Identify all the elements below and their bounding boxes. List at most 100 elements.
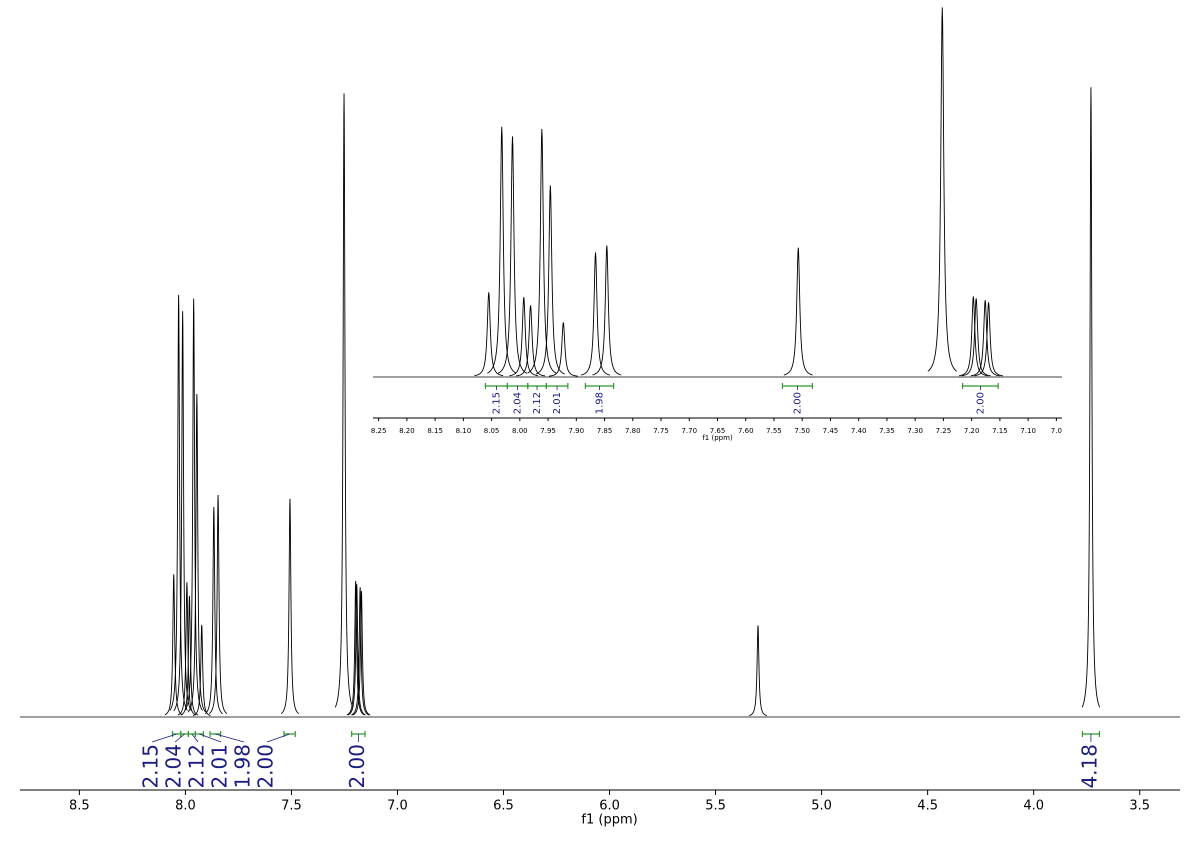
integral-bracket	[194, 731, 205, 737]
x-tick-label: 4.5	[917, 799, 938, 814]
peak	[352, 591, 371, 716]
peak	[487, 126, 517, 374]
integral-bracket	[209, 731, 222, 737]
integral-label: 1.98	[594, 392, 605, 414]
peak	[927, 7, 957, 372]
integral-connector	[215, 733, 245, 743]
peak	[958, 296, 988, 377]
peak	[783, 247, 813, 376]
integral-label: 1.98	[231, 744, 255, 789]
x-tick-label: 7.80	[625, 427, 641, 435]
x-tick-label: 7.95	[540, 427, 556, 435]
peak	[177, 582, 196, 716]
integral-connector	[174, 733, 185, 743]
peak	[173, 311, 192, 712]
integral-bracket	[187, 731, 196, 737]
x-tick-label: 8.0	[175, 799, 196, 814]
peak	[516, 305, 546, 377]
x-tick-label: 8.00	[512, 427, 528, 435]
peak	[749, 625, 767, 717]
x-tick-label: 8.5	[69, 799, 90, 814]
x-tick-label: 7.35	[879, 427, 895, 435]
x-tick-label: 7.20	[964, 427, 980, 435]
x-tick-label: 8.15	[427, 427, 443, 435]
peak	[187, 394, 206, 713]
integral-label: 2.12	[532, 392, 543, 414]
integral-connector	[199, 733, 222, 743]
x-tick-label: 7.65	[710, 427, 726, 435]
x-tick-label: 7.70	[681, 427, 697, 435]
x-tick-label: 4.0	[1023, 799, 1044, 814]
inset-chart: 8.25 8.20 8.15 8.10 8.05 8.00 7.95 7.90 7.85 7.80…	[371, 0, 1062, 444]
peak	[474, 292, 504, 377]
peak	[204, 506, 223, 715]
peak	[535, 185, 565, 375]
integral-label: 2.12	[185, 744, 209, 789]
peak	[1081, 87, 1101, 708]
peak	[280, 498, 300, 714]
x-tick-label: 7.75	[653, 427, 669, 435]
x-tick-label: 6.0	[599, 799, 620, 814]
x-tick-label: 7.55	[766, 427, 782, 435]
peak	[592, 245, 622, 376]
peak	[164, 574, 183, 716]
peak	[184, 298, 203, 711]
integral-label: 4.18	[1077, 744, 1101, 789]
peak	[527, 128, 557, 374]
x-tick-label: 3.5	[1129, 799, 1150, 814]
x-tick-label: 7.60	[738, 427, 754, 435]
x-tick-label: 7.15	[992, 427, 1008, 435]
x-tick-label: 7.50	[794, 427, 810, 435]
x-tick-label: 7.45	[823, 427, 839, 435]
peak	[961, 298, 991, 377]
main-chart: 8.5 8.0 7.5 7.0 6.5 6.0 5.5 5.0 4.5 4.0 3.5 f1 (ppm…	[20, 87, 1180, 828]
peak	[974, 302, 1004, 377]
x-tick-label: 7.90	[569, 427, 585, 435]
integral-label: 2.15	[139, 744, 163, 789]
x-tick-label: 5.5	[705, 799, 726, 814]
x-axis-label: f1 (ppm)	[702, 434, 733, 442]
integral-label: 2.04	[162, 744, 186, 789]
peak	[347, 584, 366, 716]
x-tick-label: 8.05	[484, 427, 500, 435]
peak	[351, 587, 370, 716]
integral-label: 2.00	[254, 744, 278, 789]
peak	[192, 624, 211, 717]
peak	[180, 596, 199, 716]
x-tick-label: 7.25	[936, 427, 952, 435]
integral-label: 2.00	[975, 392, 986, 414]
x-tick-label: 7.0	[1051, 427, 1062, 435]
peak	[208, 495, 228, 714]
x-tick-label: 7.40	[851, 427, 867, 435]
x-tick-label: 7.85	[597, 427, 613, 435]
peak	[970, 300, 1000, 377]
x-tick-label: 8.25	[371, 427, 387, 435]
x-tick-label: 7.0	[387, 799, 408, 814]
integral-connector	[266, 733, 290, 743]
peak	[334, 93, 354, 708]
x-tick-label: 5.0	[811, 799, 832, 814]
peak	[581, 252, 611, 376]
peak	[169, 294, 188, 711]
x-tick-label: 8.20	[399, 427, 415, 435]
x-tick-label: 7.30	[907, 427, 923, 435]
x-tick-label: 7.10	[1020, 427, 1036, 435]
x-tick-label: 6.5	[493, 799, 514, 814]
integral-label: 2.04	[513, 392, 524, 414]
integral-label: 2.00	[345, 744, 369, 789]
inset-background	[373, 0, 1062, 444]
integral-label: 2.15	[491, 392, 502, 414]
integral-label: 2.01	[208, 744, 232, 789]
peak	[346, 581, 365, 716]
integral-label: 2.01	[552, 392, 563, 414]
integral-label: 2.00	[792, 392, 803, 414]
x-tick-label: 7.5	[281, 799, 302, 814]
x-axis-label: f1 (ppm)	[581, 813, 637, 828]
peak	[509, 297, 539, 377]
peak	[548, 322, 578, 377]
peak	[497, 136, 528, 374]
integral-connector	[191, 733, 199, 743]
x-tick-label: 8.10	[456, 427, 472, 435]
integral-connector	[151, 733, 177, 743]
